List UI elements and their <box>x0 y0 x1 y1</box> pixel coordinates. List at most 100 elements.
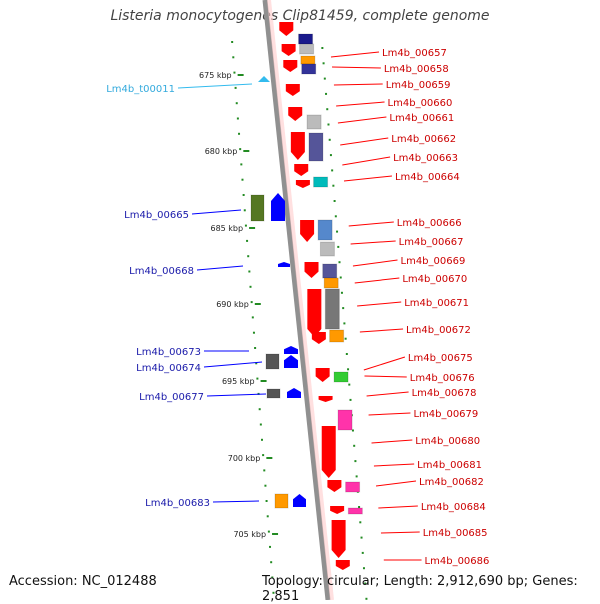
label-leader-line <box>359 328 404 333</box>
label-leader-line <box>212 500 260 503</box>
label-leader-line <box>342 156 391 166</box>
label-leader-line <box>337 116 387 124</box>
label-leader-line <box>368 412 411 416</box>
gene-label-right: Lm4b_00676 <box>410 373 475 384</box>
forward-gene-arrow <box>327 480 342 492</box>
gene-label-left: Lm4b_00677 <box>139 392 204 403</box>
gene-category-block <box>274 493 289 509</box>
gene-category-block <box>300 55 316 65</box>
label-leader-line <box>366 391 409 397</box>
gene-label-right: Lm4b_00682 <box>419 477 484 488</box>
forward-gene-arrow <box>294 164 309 176</box>
forward-gene-arrow <box>283 60 298 72</box>
reverse-gene-arrow <box>271 193 285 221</box>
reverse-gene-arrow <box>278 262 290 267</box>
scale-tick-label: 680 kbp <box>205 147 238 156</box>
forward-gene-arrow <box>307 289 322 337</box>
gene-label-right: Lm4b_00664 <box>395 172 460 183</box>
scale-tick-label: 685 kbp <box>210 224 243 233</box>
label-leader-line <box>363 356 406 371</box>
gene-features <box>250 22 363 570</box>
gene-category-block <box>345 481 361 493</box>
label-leader-line <box>375 480 417 487</box>
gene-category-block <box>301 63 317 75</box>
gene-category-block <box>298 33 314 45</box>
gene-label-right: Lm4b_00685 <box>423 528 488 539</box>
gene-label-right: Lm4b_00669 <box>401 256 466 267</box>
gene-label-right: Lm4b_00679 <box>413 409 478 420</box>
reverse-gene-arrow <box>284 355 298 368</box>
forward-gene-arrow <box>321 426 336 478</box>
scale-tick-label: 700 kbp <box>228 454 261 463</box>
forward-gene-arrow <box>300 220 315 242</box>
gene-category-block <box>322 263 338 279</box>
gene-category-block <box>265 353 280 370</box>
gene-label-left: Lm4b_00665 <box>124 210 189 221</box>
gene-category-block <box>333 371 349 383</box>
gene-label-right: Lm4b_00667 <box>399 237 464 248</box>
map-title: Listeria monocytogenes Clip81459, comple… <box>110 8 490 24</box>
gene-category-block <box>329 329 345 343</box>
label-leader-line <box>371 439 413 444</box>
label-leader-line <box>350 240 396 245</box>
label-leader-line <box>203 361 263 368</box>
reverse-gene-arrow <box>284 346 298 354</box>
forward-gene-arrow <box>335 560 350 570</box>
forward-gene-arrow <box>331 520 346 558</box>
forward-gene-arrow <box>311 332 326 344</box>
label-leader-line <box>332 66 381 69</box>
trna-feature <box>258 76 270 82</box>
gene-category-block <box>324 288 340 330</box>
gene-category-block <box>250 194 265 222</box>
reverse-gene-arrow <box>293 494 306 507</box>
tick-marks-left <box>231 41 275 594</box>
gene-category-block <box>319 241 335 257</box>
forward-gene-arrow <box>318 396 333 402</box>
reverse-gene-arrow <box>287 388 301 398</box>
scale-tick-label: 705 kbp <box>233 530 266 539</box>
label-leader-line <box>196 265 244 271</box>
gene-category-block <box>306 114 322 130</box>
forward-gene-arrow <box>295 180 310 188</box>
forward-gene-arrow <box>330 506 345 514</box>
scale-tick-label: 675 kbp <box>199 71 232 80</box>
gene-label-right: Lm4b_00672 <box>406 325 471 336</box>
gene-label-left: Lm4b_00668 <box>129 266 194 277</box>
gene-label-right: Lm4b_00681 <box>417 460 482 471</box>
gene-label-left: Lm4b_00683 <box>145 498 210 509</box>
gene-label-right: Lm4b_00661 <box>389 113 454 124</box>
forward-gene-arrow <box>281 44 296 56</box>
gene-category-block <box>347 507 363 515</box>
label-leader-line <box>364 375 407 378</box>
gene-label-right: Lm4b_00680 <box>415 436 480 447</box>
label-leader-line <box>333 83 383 86</box>
gene-category-block <box>323 277 339 289</box>
genome-backbone-highlight <box>267 0 334 600</box>
gene-category-block <box>299 43 315 55</box>
gene-label-right: Lm4b_00663 <box>393 153 458 164</box>
forward-gene-arrow <box>304 262 319 278</box>
label-leader-line <box>348 221 394 227</box>
gene-label-right: Lm4b_00671 <box>404 298 469 309</box>
gene-label-left: Lm4b_00673 <box>136 347 201 358</box>
gene-label-right: Lm4b_00686 <box>425 556 490 567</box>
forward-gene-arrow <box>290 132 305 160</box>
gene-label-right: Lm4b_00660 <box>388 98 453 109</box>
gene-label-right: Lm4b_00666 <box>397 218 462 229</box>
label-leader-line <box>373 463 415 467</box>
gene-category-block <box>337 409 353 431</box>
label-leader-line <box>352 259 398 267</box>
label-leader-line <box>378 505 418 509</box>
scale-tick-label: 695 kbp <box>222 377 255 386</box>
gene-label-right: Lm4b_00684 <box>421 502 486 513</box>
label-leader-line <box>380 531 420 534</box>
gene-category-block <box>308 132 324 162</box>
label-leader-line <box>336 101 385 107</box>
tick-marks-right <box>321 47 368 600</box>
gene-category-block <box>313 176 329 188</box>
tick-labels: 675 kbp 680 kbp 685 kbp 690 kbp 695 kbp 700 k… <box>199 71 279 539</box>
gene-label-right: Lm4b_00670 <box>402 274 467 285</box>
gene-label-left: Lm4b_00674 <box>136 363 201 374</box>
accession-text: Accession: NC_012488 <box>9 574 157 589</box>
